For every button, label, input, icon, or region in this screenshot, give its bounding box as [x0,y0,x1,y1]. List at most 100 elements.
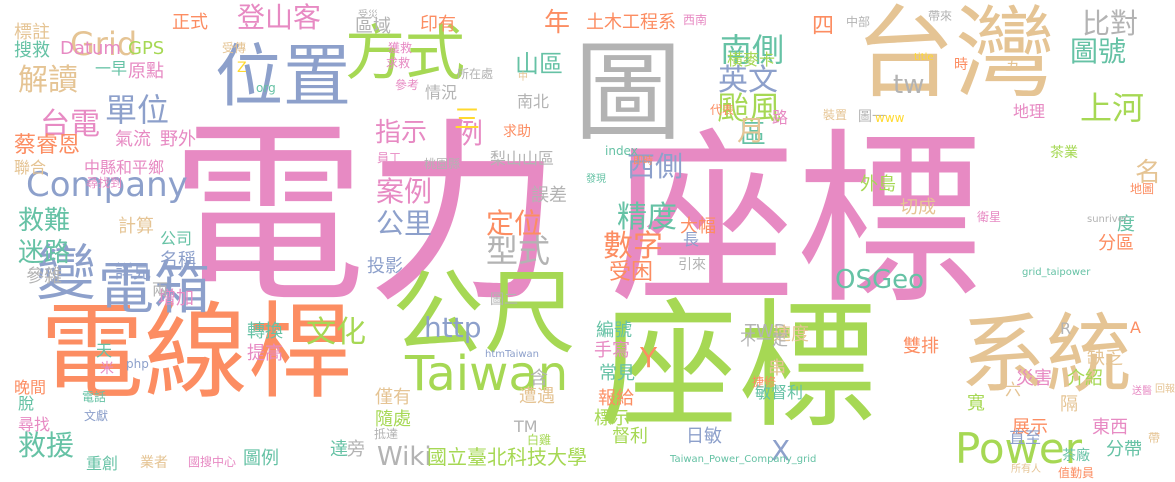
cloud-word: Power [955,424,1082,473]
cloud-word: 一早 [95,59,128,78]
cloud-word: 文獻 [84,409,109,423]
cloud-word: Y [640,341,658,374]
cloud-word: 重創 [86,454,119,473]
cloud-word: 敏督利 [755,383,804,402]
cloud-word: 電箱 [98,257,210,322]
cloud-word: 所在處 [457,67,494,81]
cloud-word: 脫 [18,394,35,413]
cloud-word: Wiki [377,442,432,472]
cloud-word: 中 [518,72,528,83]
cloud-word: 尋找到 [86,176,123,190]
cloud-word: 災害 [1016,368,1052,389]
cloud-word: 登山客 [237,1,322,34]
cloud-word: 圖一 [858,109,886,125]
cloud-word: GPS [128,38,165,59]
cloud-word: 區 [740,120,767,150]
cloud-word: 正式 [172,12,208,33]
cloud-word: org [256,81,276,95]
cloud-word: Grid [70,25,138,63]
cloud-word: 尋找 [18,415,51,434]
cloud-word: php [126,357,149,371]
cloud-word: 圖二 [490,292,518,308]
cloud-word: 詳見 [115,262,151,283]
cloud-word: 天 [96,341,113,360]
cloud-word: 分區 [1098,233,1134,254]
cloud-word: 衛星 [977,210,1002,224]
cloud-word: www [875,111,905,125]
cloud-word: 抵達 [374,427,399,441]
cloud-word: 精度 [617,200,677,235]
cloud-word: 國搜中心 [188,455,237,469]
cloud-word: 山區 [515,50,563,78]
cloud-word: 求助 [503,124,531,140]
cloud-word: 旁 [347,439,365,460]
cloud-word: 寬 [967,393,985,414]
cloud-word: 系統 [960,305,1132,405]
cloud-word: 台電 [40,107,100,142]
cloud-word: 案例 [376,175,433,208]
cloud-word: 白雞 [527,433,552,447]
cloud-word: 提高 [247,343,283,364]
cloud-word: 時 [954,57,968,73]
cloud-word: 月 [737,114,766,147]
cloud-word: 名 [1135,158,1162,188]
cloud-word: X [771,434,791,467]
cloud-word: 介紹 [1067,368,1103,389]
cloud-word: 分帶 [1106,439,1142,460]
cloud-word: 即時 [633,156,653,167]
cloud-word: Datum [60,38,121,59]
cloud-word: 速度 [773,324,809,345]
cloud-word: 路 [772,108,789,127]
cloud-word: Taiwan [405,346,569,402]
cloud-word: 含 [530,368,548,389]
cloud-word: tw [893,70,925,100]
cloud-word: 晚間 [14,378,47,397]
cloud-word: 受災 [358,10,378,21]
cloud-word: 型式 [486,232,551,270]
cloud-word: 電線桿 [40,291,353,413]
cloud-word: 業者 [140,455,168,471]
cloud-word: 解讀 [18,63,78,98]
cloud-word: 報給 [598,388,634,409]
cloud-word: 督利 [612,426,648,447]
cloud-word: 文化 [306,315,366,350]
cloud-word: 印有 [420,14,456,35]
cloud-word: 長 [683,230,700,249]
cloud-word: 代表 [710,103,735,117]
cloud-word: 南側 [720,31,785,69]
cloud-word: 圖 [574,31,683,156]
cloud-word: http [424,311,482,344]
cloud-word: 回報 [1155,384,1175,395]
cloud-word: 切成 [900,197,936,218]
cloud-word: 日敏 [686,426,722,447]
cloud-word: 梨山山區 [490,149,555,168]
cloud-word: 帶 [1148,431,1161,445]
cloud-word: 所有人 [1011,464,1041,475]
cloud-word: 台灣 [855,0,1055,112]
cloud-word: 六 [1005,380,1022,399]
cloud-word: 西南 [683,13,708,27]
cloud-word: 隔 [1060,394,1078,415]
cloud-word: Company [26,165,188,205]
cloud-word: 搜救 [14,40,50,61]
cloud-word: 不一定 [740,330,789,349]
cloud-word: 中部 [846,15,871,29]
cloud-word: 裝置 [823,108,848,122]
cloud-word: 受困 [609,260,654,285]
cloud-word: 串 [768,358,786,379]
cloud-word: 西側 [627,150,684,183]
cloud-word: 土木工程系 [586,12,676,33]
cloud-word: 迷路 [18,238,71,268]
cloud-word: 引來 [678,257,706,273]
cloud-word: 公里 [376,207,433,240]
cloud-word: 獲救 [388,41,413,55]
cloud-word: 名稱 [160,250,196,271]
cloud-word: 缺乏 [1087,348,1123,369]
cloud-word: 指示 [375,118,428,148]
cloud-word: TM [514,417,538,436]
cloud-word: 聯合 [14,158,47,177]
cloud-word: 投影 [367,256,403,277]
cloud-word: 數字 [603,229,663,264]
cloud-word: 比對 [1082,7,1139,40]
